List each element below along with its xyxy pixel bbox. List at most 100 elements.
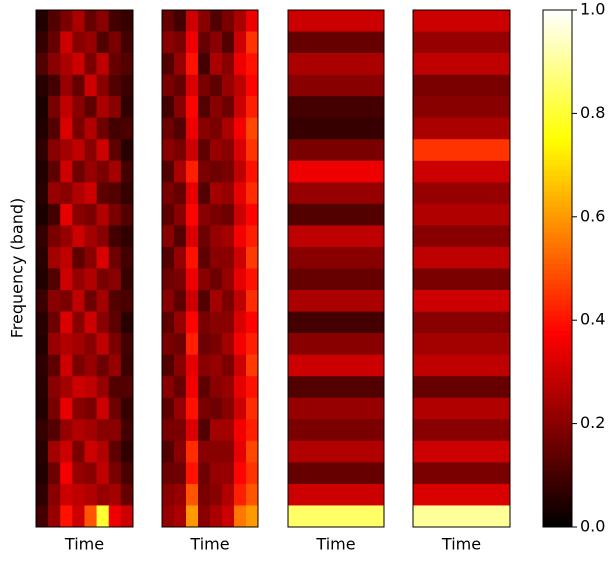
heatmap-cell [198, 53, 211, 75]
colorbar-segment [543, 480, 572, 487]
colorbar-segment [543, 485, 572, 492]
colorbar-segment [543, 35, 572, 42]
colorbar-segment [543, 113, 572, 119]
heatmap-cell [198, 160, 211, 183]
colorbar-segment [543, 41, 572, 47]
colorbar-segment [543, 66, 572, 73]
colorbar-segment [543, 413, 572, 419]
heatmap-cell [96, 31, 110, 54]
heatmap-cell [96, 117, 110, 140]
heatmap-cell [234, 74, 247, 97]
heatmap-cell [120, 419, 134, 442]
heatmap-cell [174, 483, 187, 506]
heatmap-cell [246, 354, 259, 377]
x-axis-label: Time [315, 535, 355, 554]
heatmap-cell [48, 117, 61, 140]
heatmap-cell [72, 225, 85, 248]
colorbar-tick-label: 0.6 [580, 206, 605, 225]
heatmap-cell [288, 139, 385, 162]
heatmap-cell [246, 10, 259, 32]
heatmap-cell [108, 397, 122, 420]
colorbar-segment [543, 361, 572, 368]
heatmap-cell [413, 268, 511, 291]
heatmap-cell [210, 333, 223, 355]
colorbar-segment [543, 454, 572, 461]
heatmap-cell [246, 139, 259, 162]
colorbar-segment [543, 263, 572, 269]
heatmap-cell [48, 311, 61, 334]
heatmap-cell [72, 333, 85, 355]
heatmap-cell [246, 311, 259, 334]
heatmap-cell [36, 10, 49, 32]
heatmap-cell [174, 354, 187, 377]
heatmap-cell [174, 246, 187, 269]
heatmap-cell [288, 505, 385, 528]
heatmap-cell [288, 354, 385, 377]
heatmap-cell [210, 31, 223, 54]
heatmap-cell [120, 376, 134, 399]
heatmap-cell [186, 139, 199, 162]
heatmap-cell [36, 311, 49, 334]
heatmap-cell [210, 419, 223, 442]
colorbar-segment [543, 252, 572, 259]
heatmap-cell [288, 203, 385, 226]
heatmap-cell [36, 96, 49, 119]
heatmap-cell [108, 268, 122, 291]
heatmap-cell [288, 182, 385, 205]
heatmap-cell [60, 10, 73, 32]
heatmap-cell [222, 268, 235, 291]
heatmap-cell [120, 354, 134, 377]
heatmap-cell [413, 203, 511, 226]
heatmap-cell [84, 505, 97, 528]
heatmap-cell [72, 53, 85, 75]
colorbar-segment [543, 402, 572, 409]
heatmap-cell [246, 440, 259, 463]
colorbar-segment [543, 315, 572, 321]
heatmap-cell [84, 376, 97, 399]
heatmap-cell [222, 419, 235, 442]
heatmap-cell [108, 440, 122, 463]
colorbar-segment [543, 521, 572, 528]
colorbar-segment [543, 284, 572, 290]
colorbar-segment [543, 201, 572, 207]
heatmap-cell [36, 139, 49, 162]
colorbar-segment [543, 118, 572, 125]
heatmap-cell [162, 225, 175, 248]
heatmap-cell [96, 96, 110, 119]
heatmap-cell [186, 74, 199, 97]
heatmap-cell [108, 483, 122, 506]
heatmap-cell [60, 74, 73, 97]
heatmap-cell [36, 462, 49, 485]
colorbar-segment [543, 87, 572, 94]
heatmap-cell [246, 483, 259, 506]
heatmap-cell [174, 74, 187, 97]
heatmap-cell [120, 311, 134, 334]
heatmap-cell [72, 354, 85, 377]
heatmap-cell [198, 290, 211, 312]
heatmap-cell [174, 139, 187, 162]
heatmap-cell [84, 397, 97, 420]
colorbar-segment [543, 242, 572, 249]
heatmap-cell [288, 31, 385, 54]
heatmap-cell [174, 96, 187, 119]
heatmap-cell [48, 440, 61, 463]
heatmap-cell [162, 182, 175, 205]
heatmap-cell [174, 268, 187, 291]
heatmap-cell [120, 440, 134, 463]
heatmap-cell [162, 311, 175, 334]
heatmap-cell [210, 139, 223, 162]
heatmap-cell [72, 268, 85, 291]
heatmap-cell [72, 96, 85, 119]
heatmap-cell [84, 203, 97, 226]
colorbar-segment [543, 346, 572, 352]
heatmap-cell [413, 10, 511, 32]
colorbar-segment [543, 351, 572, 357]
heatmap-cell [186, 505, 199, 528]
heatmap-cell [60, 376, 73, 399]
heatmap-cell [210, 311, 223, 334]
heatmap-cell [186, 333, 199, 355]
heatmap-cell [234, 182, 247, 205]
heatmap-cell [234, 96, 247, 119]
heatmap-cell [162, 160, 175, 183]
